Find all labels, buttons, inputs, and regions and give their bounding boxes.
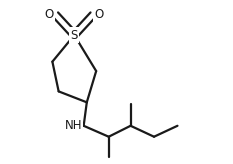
Text: NH: NH xyxy=(65,119,82,132)
Text: O: O xyxy=(45,8,54,21)
Text: S: S xyxy=(71,29,78,42)
Text: O: O xyxy=(95,8,104,21)
